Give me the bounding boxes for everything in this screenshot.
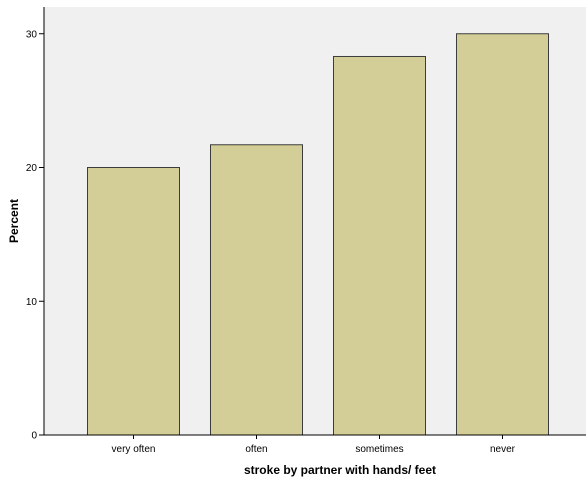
x-axis-ticks: very often often sometimes never bbox=[112, 435, 516, 455]
y-tick-label: 20 bbox=[26, 163, 38, 174]
y-tick-label: 30 bbox=[26, 29, 38, 40]
bar-sometimes bbox=[333, 55, 426, 436]
x-tick-label: often bbox=[245, 444, 267, 455]
y-tick-label: 10 bbox=[26, 297, 38, 308]
y-tick-label: 0 bbox=[31, 431, 37, 442]
bar-often bbox=[210, 144, 303, 436]
x-tick-label: never bbox=[490, 444, 516, 455]
x-axis-title: stroke by partner with hands/ feet bbox=[244, 463, 436, 477]
x-tick-label: very often bbox=[112, 444, 156, 455]
x-tick-label: sometimes bbox=[355, 444, 403, 455]
y-axis-title: Percent bbox=[7, 199, 21, 243]
bars-group bbox=[87, 33, 549, 436]
y-axis-ticks: 0 10 20 30 bbox=[26, 29, 44, 442]
bar-never bbox=[456, 33, 549, 436]
bar-very-often bbox=[87, 167, 180, 436]
